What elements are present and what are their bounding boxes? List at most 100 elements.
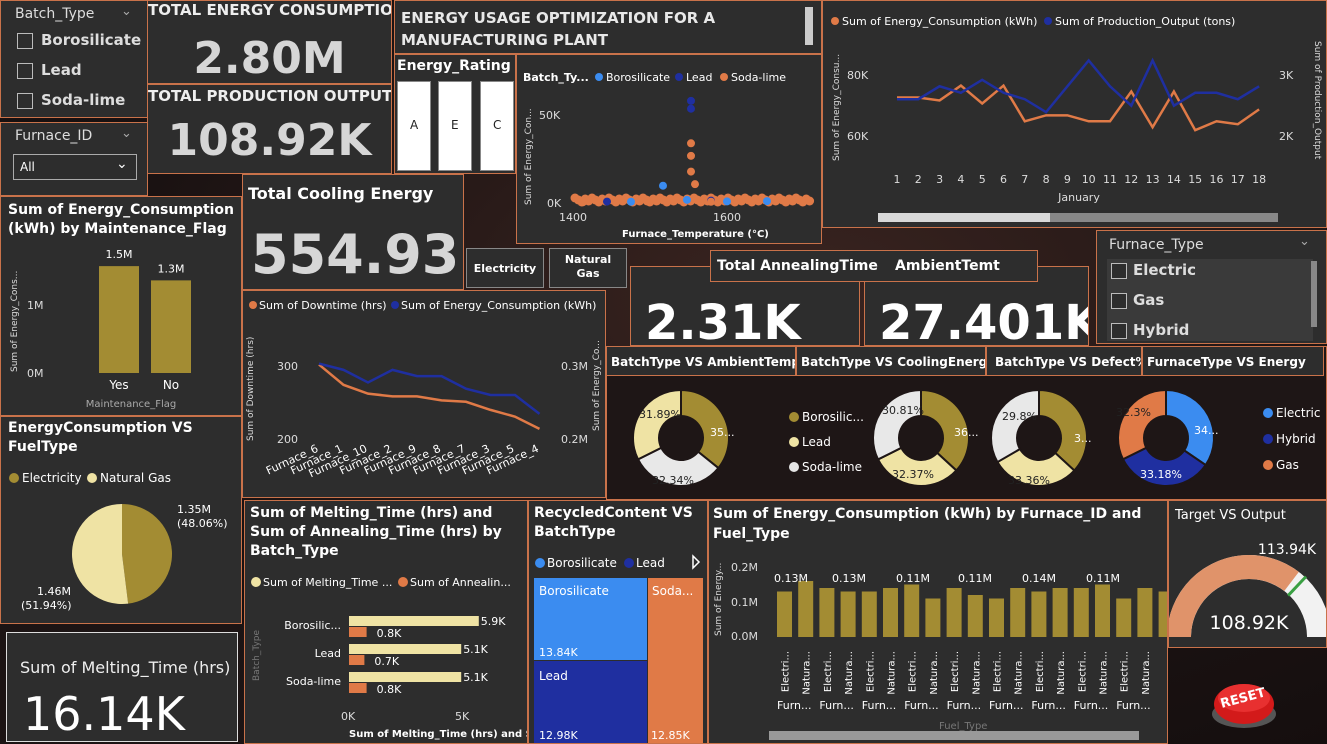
kpi-value: 16.14K: [23, 687, 185, 741]
january-line-chart[interactable]: Sum of Energy_Consumption (kWh) Sum of P…: [823, 1, 1327, 228]
line-energy: [318, 362, 541, 415]
data-label: 0.13M: [832, 572, 866, 585]
legend-label: Electricity: [22, 471, 82, 485]
maintenance-bar-chart[interactable]: Sum of Energy_Cons... 1M 0M Maintenance_…: [1, 197, 242, 416]
treemap-chart[interactable]: Borosilicate Lead Borosilicate 13.84K Le…: [529, 501, 708, 744]
tick-label: 0.0M: [731, 630, 758, 643]
scatter-point: [687, 96, 695, 105]
scrollbar-thumb[interactable]: [769, 731, 1139, 740]
scatter-chart[interactable]: Batch_Ty... Borosilicate Lead Soda-lime …: [517, 55, 822, 244]
electricity-button[interactable]: Electricity: [466, 248, 544, 288]
scrollbar[interactable]: [1311, 261, 1317, 327]
donut-slice: [1121, 446, 1208, 487]
bar: [840, 591, 856, 637]
bar-melting: [349, 672, 462, 682]
furnace-id-dropdown[interactable]: All ⌄: [13, 154, 137, 180]
chevron-right-icon[interactable]: [692, 554, 701, 570]
bars: Borosilic... 5.9K 0.8K Lead 5.1K 0.7K Soda-lim…: [284, 615, 506, 696]
donut-label: 3...: [1074, 432, 1092, 445]
chevron-down-icon[interactable]: ⌄: [121, 126, 132, 141]
maintenance-bar-chart-panel: Sum of Energy_Consumption (kWh) by Maint…: [0, 196, 242, 416]
kpi-total-production-card: TOTAL PRODUCTION OUTPUT 108.92K: [147, 84, 392, 174]
cell-value: 12.85K: [651, 729, 690, 742]
slicer-item-label[interactable]: Borosilicate: [41, 31, 142, 49]
scrollbar[interactable]: [805, 7, 813, 45]
checkbox-soda-lime[interactable]: [17, 93, 33, 109]
chevron-down-icon[interactable]: ⌄: [1299, 234, 1310, 249]
tick-label: 0.2M: [731, 561, 758, 574]
rating-button-c[interactable]: C: [480, 81, 514, 171]
legend-label: Sum of Downtime (hrs): [259, 299, 387, 312]
tick-label: Furn...: [1074, 699, 1109, 712]
natural-gas-button[interactable]: Natural Gas: [549, 248, 627, 288]
rating-button-a[interactable]: A: [397, 81, 431, 171]
tick-label: 6: [1000, 173, 1007, 186]
melt-anneal-bar-chart[interactable]: Sum of Melting_Time ... Sum of Annealin.…: [245, 501, 528, 744]
gauge-chart[interactable]: 113.94K 108.92K: [1169, 501, 1327, 648]
furnace-bar-chart[interactable]: Sum of Energy... 0.2M 0.1M 0.0M 0.13M 0.1…: [709, 501, 1168, 744]
downtime-line-chart[interactable]: Sum of Downtime (hrs) Sum of Energy_Cons…: [243, 291, 606, 498]
kpi-title: Total Cooling Energy: [243, 175, 453, 211]
bar: [798, 581, 814, 637]
donut-1: [632, 388, 730, 487]
checkbox-lead[interactable]: [17, 63, 33, 79]
donut-slice: [1038, 388, 1088, 472]
bar: [1095, 584, 1110, 637]
cell-label: Soda...: [652, 584, 693, 598]
legend-label: Gas: [1276, 458, 1299, 472]
treemap-cell-soda-lime: [648, 578, 703, 743]
bar: [883, 588, 898, 637]
tick-label: Electri...: [993, 651, 1004, 692]
checkbox-gas[interactable]: [1111, 293, 1127, 309]
bar: [1158, 591, 1167, 637]
gauge-target-marker: [1287, 575, 1308, 597]
bar: [1137, 588, 1153, 637]
scrollbar-thumb[interactable]: [878, 213, 1050, 222]
slicer-item-label[interactable]: Gas: [1133, 291, 1165, 309]
fuel-pie-chart[interactable]: Electricity Natural Gas 1.35M (48.06%) 1…: [1, 417, 242, 624]
legend-label: Lead: [802, 435, 831, 449]
donut-charts[interactable]: 35... 31.89% 32.34% Borosilic... Lead So…: [606, 376, 1327, 500]
bar: [946, 588, 962, 637]
scrollbar-track[interactable]: [878, 213, 1278, 222]
line-downtime: [318, 363, 541, 430]
slicer-item-label[interactable]: Electric: [1133, 261, 1197, 279]
kpi-title: TOTAL ENERGY CONSUMPTION: [148, 1, 392, 19]
checkbox-borosilicate[interactable]: [17, 33, 33, 49]
data-label: 0.11M: [896, 572, 930, 585]
tick-label: 18: [1252, 173, 1266, 186]
slicer-item-label[interactable]: Hybrid: [1133, 321, 1190, 339]
tick-label: Natura...: [1056, 651, 1067, 695]
pie-label: 1.46M: [37, 585, 71, 598]
tick-label: Furn...: [1031, 699, 1066, 712]
furnace-id-slicer-title: Furnace_ID: [15, 128, 93, 144]
legend-marker: [789, 412, 799, 422]
treemap-cell-borosilicate: [534, 578, 647, 660]
donut-4: [1117, 388, 1215, 487]
tick-label: 1400: [559, 211, 587, 224]
slicer-item-label[interactable]: Lead: [41, 61, 82, 79]
tick-label: Natura...: [887, 651, 898, 695]
reset-button[interactable]: RESET: [1168, 648, 1327, 744]
tick-label: 0M: [27, 367, 44, 380]
line-energy: [897, 83, 1260, 132]
bar: [925, 598, 941, 637]
legend-marker-energy: [831, 17, 839, 25]
legend-label: Natural Gas: [100, 471, 171, 485]
legend-marker: [789, 437, 799, 447]
donut-title-2-bar: BatchType VS CoolingEnergy: [796, 346, 986, 376]
checkbox-hybrid[interactable]: [1111, 323, 1127, 339]
checkbox-electric[interactable]: [1111, 263, 1127, 279]
legend-marker: [1263, 408, 1273, 418]
legend-marker-downtime: [249, 301, 257, 309]
downtime-line-chart-panel: Sum of Downtime (hrs) Sum of Energy_Cons…: [242, 290, 606, 498]
tick-label: Electri...: [823, 651, 834, 692]
rating-button-e[interactable]: E: [438, 81, 472, 171]
bars: [777, 581, 1167, 637]
donut-slice: [1165, 388, 1215, 467]
bar: [1031, 591, 1047, 637]
slicer-item-label[interactable]: Soda-lime: [41, 91, 126, 109]
chevron-down-icon[interactable]: ⌄: [121, 4, 132, 19]
donut-label: 29.8%: [1002, 410, 1037, 423]
axis-label-y-right: Sum of Energy_Co...: [592, 340, 602, 431]
